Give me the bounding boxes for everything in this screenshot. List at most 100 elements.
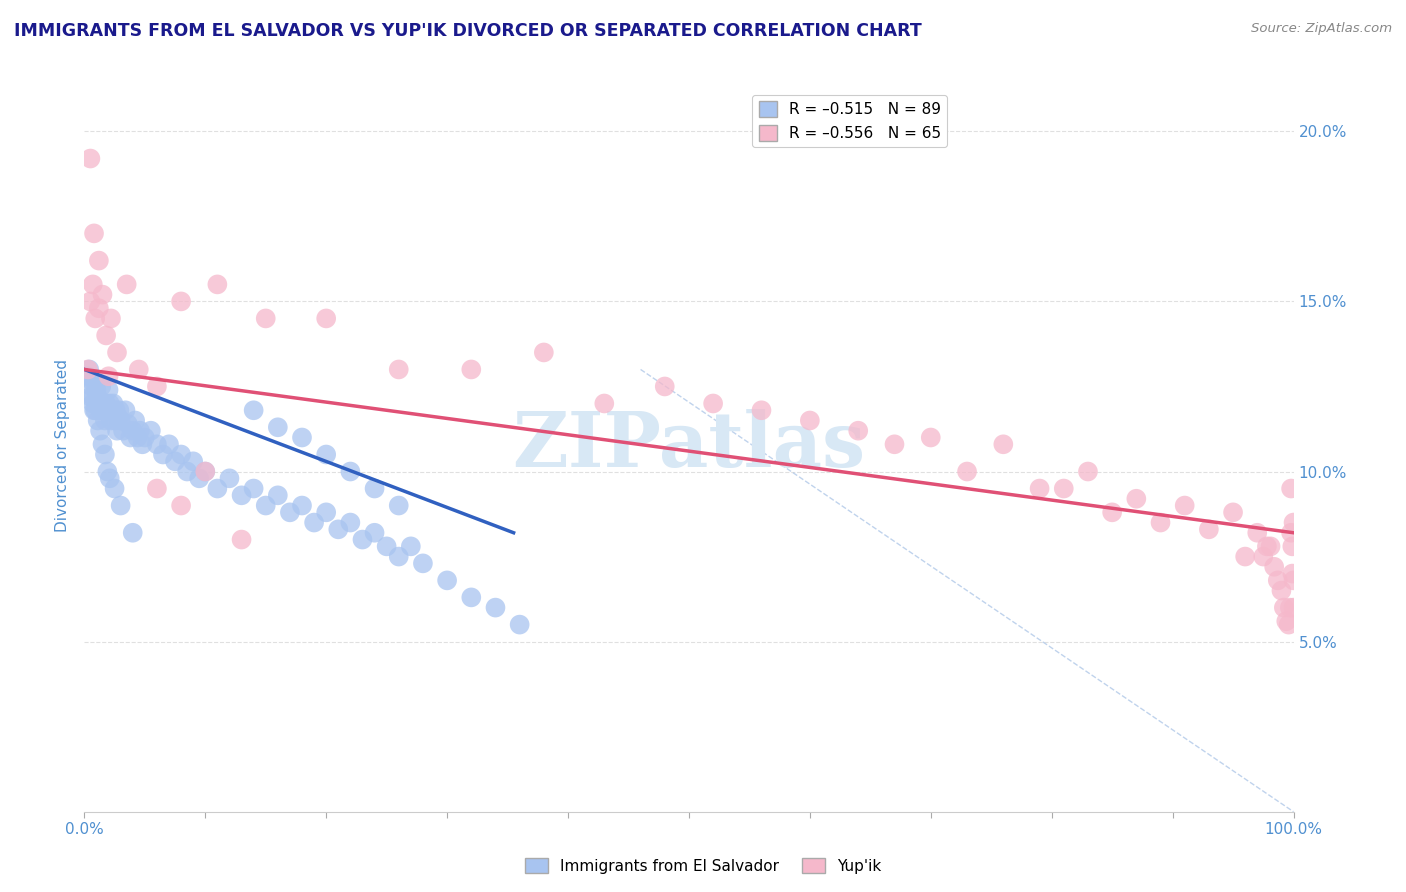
Y-axis label: Divorced or Separated: Divorced or Separated [55,359,70,533]
Point [1077,465,1099,479]
Point [267,488,290,502]
Point [100,311,122,326]
Point [846,424,869,438]
Point [131,437,153,451]
Point [207,277,229,292]
Legend: R = –0.515   N = 89, R = –0.556   N = 65: R = –0.515 N = 89, R = –0.556 N = 65 [752,95,948,147]
Point [94,328,117,343]
Point [363,482,385,496]
Point [84,311,107,326]
Point [751,403,773,417]
Point [388,499,411,513]
Point [1279,482,1302,496]
Point [231,533,253,547]
Point [1198,522,1220,536]
Point [83,403,105,417]
Point [533,345,555,359]
Point [115,277,138,292]
Point [103,396,125,410]
Point [94,396,117,410]
Point [460,362,482,376]
Point [104,413,127,427]
Point [1282,600,1305,615]
Point [146,482,169,496]
Point [412,557,434,571]
Point [87,301,110,316]
Point [375,540,398,554]
Point [89,424,111,438]
Point [399,540,422,554]
Point [484,600,506,615]
Point [194,465,217,479]
Point [127,430,149,444]
Point [93,403,115,417]
Point [363,525,385,540]
Point [1260,540,1282,554]
Point [254,499,277,513]
Point [86,390,108,404]
Point [91,287,114,301]
Point [82,396,104,410]
Point [1253,549,1275,564]
Point [302,516,325,530]
Point [89,403,111,417]
Point [146,437,169,451]
Point [188,471,211,485]
Point [1246,525,1268,540]
Point [328,522,350,536]
Point [1282,574,1305,588]
Point [436,574,458,588]
Text: ZIPatlas: ZIPatlas [512,409,866,483]
Point [77,369,100,384]
Point [1281,540,1303,554]
Point [1282,516,1305,530]
Point [98,471,121,485]
Point [1125,491,1147,506]
Point [956,465,979,479]
Point [98,396,121,410]
Point [96,403,118,417]
Point [86,413,108,427]
Point [80,379,103,393]
Point [460,591,482,605]
Point [1275,614,1298,628]
Point [146,379,169,393]
Point [134,430,156,444]
Point [84,403,107,417]
Point [267,420,290,434]
Point [91,396,114,410]
Point [117,417,139,431]
Point [1278,617,1301,632]
Point [799,413,821,427]
Point [84,376,107,390]
Point [110,499,132,513]
Point [104,482,127,496]
Point [101,403,124,417]
Point [79,152,101,166]
Legend: Immigrants from El Salvador, Yup'ik: Immigrants from El Salvador, Yup'ik [519,852,887,880]
Point [170,448,193,462]
Point [1281,566,1303,581]
Point [105,424,128,438]
Point [388,362,411,376]
Point [139,424,162,438]
Point [1279,525,1302,540]
Point [170,499,193,513]
Point [97,383,120,397]
Point [121,424,143,438]
Point [165,454,187,468]
Point [1234,549,1257,564]
Point [90,379,112,393]
Point [654,379,676,393]
Point [96,465,118,479]
Point [1222,505,1244,519]
Point [218,471,240,485]
Text: IMMIGRANTS FROM EL SALVADOR VS YUP'IK DIVORCED OR SEPARATED CORRELATION CHART: IMMIGRANTS FROM EL SALVADOR VS YUP'IK DI… [14,22,922,40]
Point [100,413,122,427]
Point [1053,482,1076,496]
Point [107,410,129,425]
Point [176,465,198,479]
Point [388,549,411,564]
Point [181,454,204,468]
Point [110,413,132,427]
